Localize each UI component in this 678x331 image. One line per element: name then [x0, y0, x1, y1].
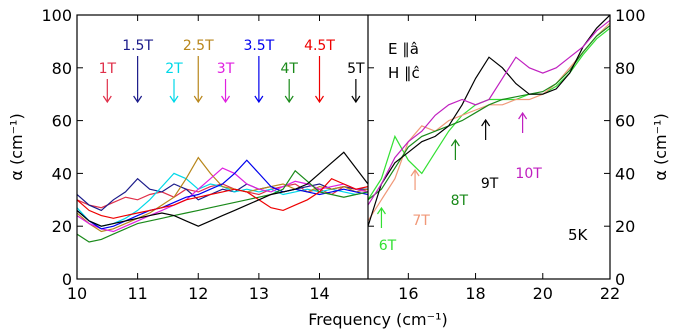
x-tick-label: 16	[398, 284, 418, 303]
field-label-3T: 3T	[217, 61, 235, 77]
x-tick-label: 12	[188, 284, 208, 303]
series-line-12	[368, 15, 610, 227]
x-axis-label: Frequency (cm⁻¹)	[308, 310, 447, 329]
field-label-5T: 5T	[347, 61, 365, 77]
x-tick-label: 20	[533, 284, 553, 303]
y-tick-label-left: 60	[52, 112, 72, 131]
x-tick-label: 22	[600, 284, 620, 303]
field-label-3.5T: 3.5T	[243, 38, 274, 54]
field-arrowhead-8T	[450, 138, 460, 147]
x-tick-label: 10	[67, 284, 87, 303]
annotation-e-field: E ∥â	[388, 40, 419, 58]
field-label-4.5T: 4.5T	[304, 38, 335, 54]
field-arrowhead-3T	[221, 95, 231, 104]
field-label-10T: 10T	[515, 166, 542, 182]
field-arrowhead-2T	[169, 95, 179, 104]
field-label-1.5T: 1.5T	[122, 38, 153, 54]
field-label-8T: 8T	[451, 193, 469, 209]
x-tick-label: 14	[309, 284, 329, 303]
plot-frame	[76, 14, 611, 280]
field-arrowhead-1T	[102, 95, 112, 104]
y-tick-label-right: 60	[615, 112, 635, 131]
field-arrowhead-4T	[284, 95, 294, 104]
series-line-1	[77, 177, 368, 212]
series-line-13	[368, 19, 610, 206]
field-label-6T: 6T	[379, 238, 397, 254]
y-tick-label-right: 100	[615, 6, 646, 25]
x-tick-label: 13	[249, 284, 269, 303]
series-line-6	[77, 169, 368, 243]
field-arrowhead-2.5T	[193, 95, 203, 104]
y-tick-label-right: 40	[615, 164, 635, 183]
field-arrowhead-1.5T	[133, 95, 143, 104]
series-line-3	[77, 156, 368, 233]
y-tick-label-left: 80	[52, 59, 72, 78]
series-line-4	[77, 167, 368, 233]
x-tick-label: 18	[465, 284, 485, 303]
field-arrowhead-6T	[376, 206, 386, 215]
field-arrowhead-3.5T	[254, 95, 264, 104]
y-axis-label-left: α (cm⁻¹)	[7, 113, 26, 180]
y-tick-label-right: 20	[615, 217, 635, 236]
field-arrowhead-10T	[518, 111, 528, 120]
field-label-2T: 2T	[165, 61, 183, 77]
series-line-7	[77, 177, 368, 219]
y-tick-label-left: 20	[52, 217, 72, 236]
y-tick-label-left: 40	[52, 164, 72, 183]
field-label-4T: 4T	[280, 61, 298, 77]
annotation-temperature: 5K	[568, 226, 589, 244]
y-tick-label-left: 0	[62, 270, 72, 289]
series-line-11	[368, 25, 610, 201]
field-label-2.5T: 2.5T	[183, 38, 214, 54]
field-arrowhead-7T	[410, 168, 420, 177]
field-arrowhead-9T	[481, 118, 491, 127]
field-arrowhead-5T	[351, 95, 361, 104]
y-tick-label-left: 100	[41, 6, 72, 25]
series-line-8	[77, 151, 368, 227]
y-tick-label-right: 0	[615, 270, 625, 289]
field-label-7T: 7T	[412, 213, 430, 229]
field-label-9T: 9T	[481, 176, 499, 192]
y-tick-label-right: 80	[615, 59, 635, 78]
field-arrowhead-4.5T	[315, 95, 324, 104]
y-axis-label-right: α (cm⁻¹)	[651, 113, 670, 180]
field-label-1T: 1T	[99, 61, 117, 77]
x-tick-label: 11	[127, 284, 147, 303]
annotation-h-field: H ∥ĉ	[388, 64, 420, 82]
